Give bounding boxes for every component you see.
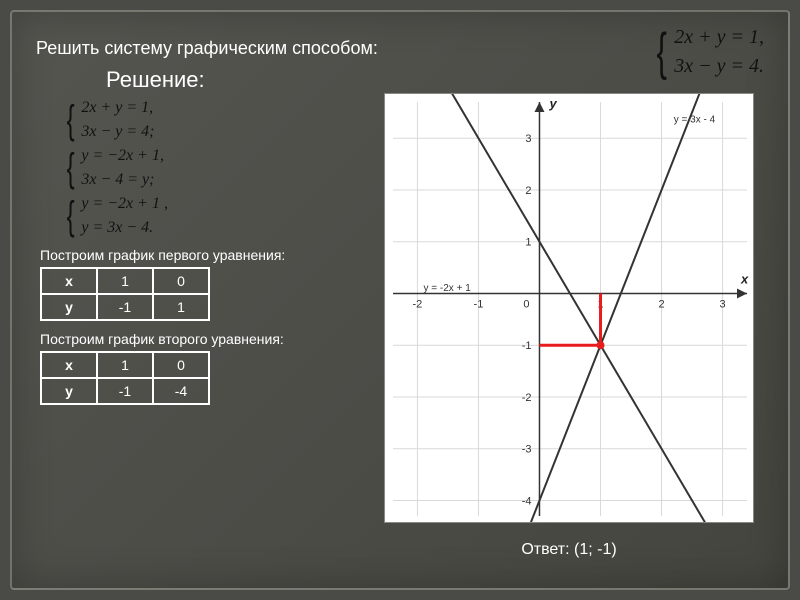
cell: x xyxy=(41,352,97,378)
svg-text:-3: -3 xyxy=(522,444,532,456)
cell: x xyxy=(41,268,97,294)
cell: y xyxy=(41,378,97,404)
system-step-3: { y = −2x + 1 , y = 3x − 4. xyxy=(64,195,366,237)
svg-text:1: 1 xyxy=(525,237,531,249)
given-system: { 2x + y = 1, 3x − y = 4. xyxy=(653,26,764,78)
eq: 3x − y = 4; xyxy=(81,123,154,141)
brace-icon: { xyxy=(67,198,75,234)
build-second-label: Построим график второго уравнения: xyxy=(40,331,366,347)
coordinate-chart: -2-1123-4-3-2-11230xyy = -2x + 1y = 3x -… xyxy=(384,93,754,523)
brace-icon: { xyxy=(67,150,75,186)
build-first-label: Построим график первого уравнения: xyxy=(40,247,366,263)
answer-text: Ответ: (1; -1) xyxy=(521,541,616,559)
brace-icon: { xyxy=(656,29,666,76)
svg-text:0: 0 xyxy=(523,298,529,310)
content-area: { 2x + y = 1, 3x − y = 4; { y = −2x + 1,… xyxy=(36,93,764,559)
svg-text:-1: -1 xyxy=(474,298,484,310)
table-eq2: x 1 0 y -1 -4 xyxy=(40,351,210,405)
svg-text:-4: -4 xyxy=(522,495,532,507)
cell: 0 xyxy=(153,352,209,378)
svg-text:-2: -2 xyxy=(522,392,532,404)
svg-text:2: 2 xyxy=(658,298,664,310)
chart-area: -2-1123-4-3-2-11230xyy = -2x + 1y = 3x -… xyxy=(374,93,764,559)
svg-text:3: 3 xyxy=(525,133,531,145)
slide-frame: Решить систему графическим способом: { 2… xyxy=(10,10,790,590)
eq: 2x + y = 1, xyxy=(674,26,764,49)
eq: y = 3x − 4. xyxy=(81,219,168,237)
cell: -1 xyxy=(97,294,153,320)
cell: 1 xyxy=(153,294,209,320)
svg-text:2: 2 xyxy=(525,185,531,197)
svg-text:3: 3 xyxy=(720,298,726,310)
cell: 1 xyxy=(97,352,153,378)
cell: -4 xyxy=(153,378,209,404)
cell: y xyxy=(41,294,97,320)
eq: 2x + y = 1, xyxy=(81,99,154,117)
cell: 1 xyxy=(97,268,153,294)
eq: y = −2x + 1, xyxy=(81,147,164,165)
table-row: x 1 0 xyxy=(41,268,209,294)
system-step-1: { 2x + y = 1, 3x − y = 4; xyxy=(64,99,366,141)
cell: 0 xyxy=(153,268,209,294)
table-row: y -1 1 xyxy=(41,294,209,320)
eq: y = −2x + 1 , xyxy=(81,195,168,213)
cell: -1 xyxy=(97,378,153,404)
system-step-2: { y = −2x + 1, 3x − 4 = y; xyxy=(64,147,366,189)
svg-text:y: y xyxy=(548,96,557,111)
table-eq1: x 1 0 y -1 1 xyxy=(40,267,210,321)
svg-text:-2: -2 xyxy=(413,298,423,310)
svg-text:y = -2x + 1: y = -2x + 1 xyxy=(424,283,472,294)
table-row: y -1 -4 xyxy=(41,378,209,404)
table-row: x 1 0 xyxy=(41,352,209,378)
brace-icon: { xyxy=(67,102,75,138)
eq: 3x − 4 = y; xyxy=(81,171,164,189)
eq: 3x − y = 4. xyxy=(674,55,764,78)
svg-text:y = 3x - 4: y = 3x - 4 xyxy=(674,115,716,126)
svg-text:-1: -1 xyxy=(522,340,532,352)
svg-text:x: x xyxy=(740,271,749,286)
left-column: { 2x + y = 1, 3x − y = 4; { y = −2x + 1,… xyxy=(36,93,366,559)
